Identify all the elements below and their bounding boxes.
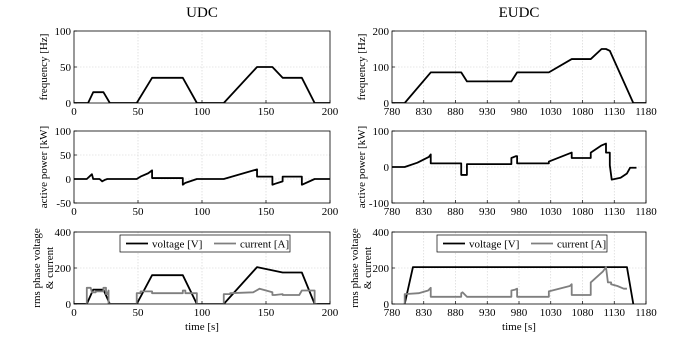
x-tick-label: 780 [384, 206, 401, 218]
x-tick-label: 50 [133, 106, 145, 118]
x-tick-label: 50 [133, 307, 145, 319]
x-tick-label: 100 [194, 106, 211, 118]
x-tick-label: 150 [258, 307, 275, 319]
x-tick-label: 980 [511, 307, 528, 319]
series-line-voltage [74, 266, 330, 304]
x-tick-label: 1080 [572, 206, 595, 218]
x-tick-label: 1130 [603, 206, 625, 218]
legend: voltage [V] current [A] [436, 234, 608, 253]
panel-udc-rms: 0 50 100 150 200 0 200 400 rms phase voltage & cu… [31, 227, 339, 333]
y-tick-label: 400 [373, 227, 390, 239]
x-tick-label: 780 [384, 307, 401, 319]
x-tick-label: 930 [479, 307, 496, 319]
y-tick-label: 200 [373, 263, 390, 275]
y-tick-label: 400 [55, 227, 72, 239]
y-tick-label: 200 [55, 263, 72, 275]
panel-eudc-rms: 780 830 880 930 980 1030 1080 1130 1180 0 200 400 rm… [349, 227, 657, 333]
y-axis-label: & current [362, 247, 374, 289]
x-tick-label: 830 [416, 307, 433, 319]
x-tick-label: 200 [322, 206, 339, 218]
legend-entry: voltage [V] [469, 239, 519, 251]
legend: voltage [V] current [A] [119, 234, 291, 253]
x-tick-label: 100 [194, 307, 211, 319]
x-tick-label: 1130 [603, 106, 625, 118]
x-axis-label: time [s] [502, 321, 536, 333]
legend-box [119, 234, 291, 253]
x-tick-label: 1080 [572, 307, 595, 319]
y-tick-label: 100 [373, 126, 390, 138]
y-tick-label: 0 [66, 174, 72, 186]
y-tick-label: -100 [369, 198, 390, 210]
x-tick-label: 880 [447, 206, 464, 218]
x-tick-label: 1030 [540, 307, 563, 319]
x-tick-label: 0 [71, 206, 77, 218]
x-tick-label: 880 [447, 307, 464, 319]
panel-udc-frequency: 0 50 100 150 200 0 50 100 frequency [Hz] [38, 26, 339, 118]
y-axis-label: & current [44, 247, 56, 289]
legend-entry: current [A] [240, 239, 289, 251]
x-tick-label: 0 [71, 307, 77, 319]
x-tick-label: 930 [479, 206, 496, 218]
y-tick-label: -50 [56, 198, 71, 210]
x-tick-label: 930 [479, 106, 496, 118]
x-tick-label: 100 [194, 206, 211, 218]
chart-panels: 0 50 100 150 200 0 50 100 frequency [Hz] 780 830 88… [31, 26, 657, 333]
x-axis-label: time [s] [185, 321, 219, 333]
legend-box [436, 234, 608, 253]
y-tick-label: 0 [66, 98, 72, 110]
y-axis-label: rms phase voltage [31, 228, 43, 308]
x-tick-label: 980 [511, 106, 528, 118]
x-tick-label: 980 [511, 206, 528, 218]
x-tick-label: 1030 [540, 106, 563, 118]
x-tick-label: 780 [384, 106, 401, 118]
y-tick-label: 100 [373, 62, 390, 74]
column-title-udc: UDC [186, 5, 218, 21]
legend-entry: current [A] [557, 239, 606, 251]
y-tick-label: 50 [60, 150, 72, 162]
y-tick-label: 100 [55, 26, 72, 38]
y-tick-label: 50 [60, 62, 72, 74]
y-tick-label: 0 [384, 162, 390, 174]
y-tick-label: 100 [55, 126, 72, 138]
series-line-data [74, 168, 330, 186]
series-line-current [85, 286, 318, 304]
x-tick-label: 830 [416, 206, 433, 218]
y-axis-label: frequency [Hz] [356, 34, 368, 101]
x-tick-label: 1180 [635, 106, 657, 118]
x-tick-label: 150 [258, 206, 275, 218]
panel-eudc-frequency: 780 830 880 930 980 1030 1080 1130 1180 0 100 200 fr… [356, 26, 657, 118]
y-tick-label: 0 [66, 299, 72, 311]
series-line-voltage [403, 266, 635, 304]
series-line-data [392, 48, 646, 103]
x-tick-label: 1080 [572, 106, 595, 118]
x-tick-label: 150 [258, 106, 275, 118]
column-title-eudc: EUDC [499, 5, 540, 21]
x-tick-label: 200 [322, 106, 339, 118]
panel-eudc-power: 780 830 880 930 980 1030 1080 1130 1180 -100 0 100 a… [356, 126, 657, 218]
series-line-data [392, 142, 637, 181]
y-axis-label: rms phase voltage [349, 228, 361, 308]
y-axis-label: active power [kW] [356, 126, 368, 208]
x-tick-label: 1180 [635, 206, 657, 218]
x-tick-label: 200 [322, 307, 339, 319]
x-tick-label: 880 [447, 106, 464, 118]
x-tick-label: 1030 [540, 206, 563, 218]
y-tick-label: 200 [373, 26, 390, 38]
x-tick-label: 0 [71, 106, 77, 118]
x-tick-label: 50 [133, 206, 145, 218]
legend-entry: voltage [V] [152, 239, 202, 251]
y-axis-label: frequency [Hz] [38, 34, 50, 101]
x-tick-label: 1130 [603, 307, 625, 319]
x-tick-label: 1180 [635, 307, 657, 319]
series-line-data [74, 66, 330, 103]
x-tick-label: 830 [416, 106, 433, 118]
y-axis-label: active power [kW] [38, 126, 50, 208]
series-line-current [403, 266, 627, 304]
y-tick-label: 0 [384, 299, 390, 311]
y-tick-label: 0 [384, 98, 390, 110]
